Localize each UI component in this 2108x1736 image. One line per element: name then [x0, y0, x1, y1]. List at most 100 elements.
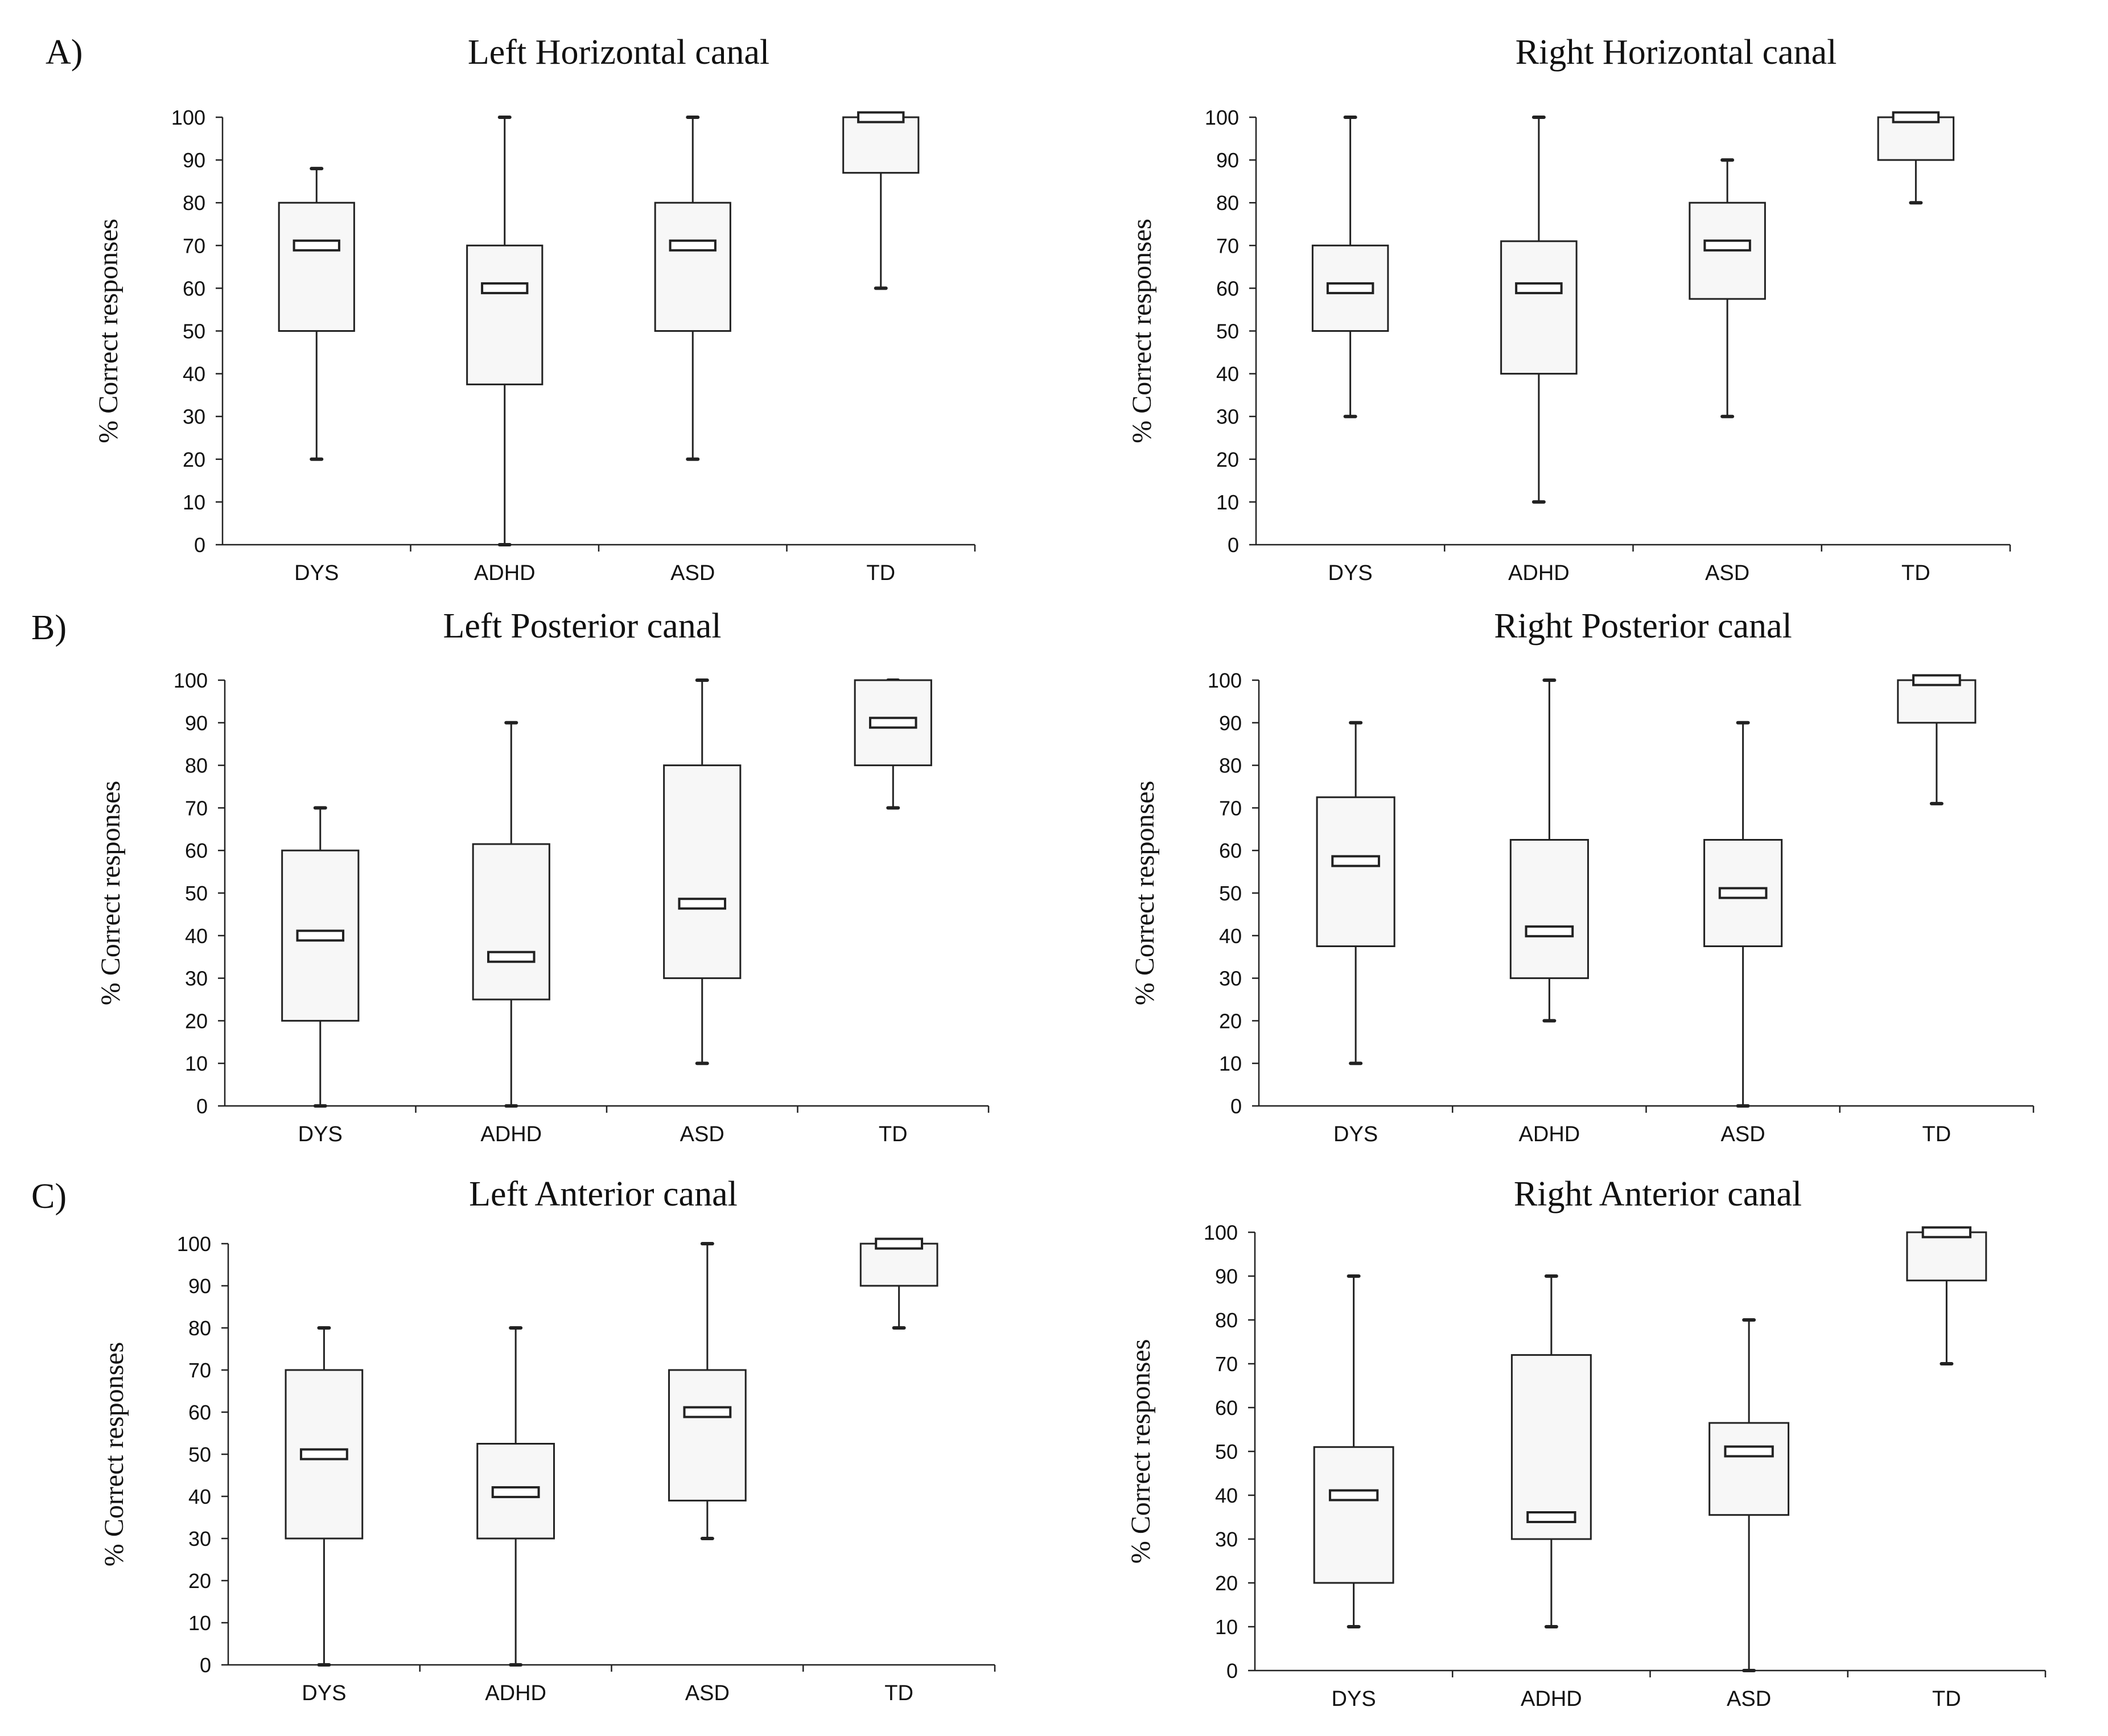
y-tick-label: 60: [1219, 839, 1242, 862]
y-tick-label: 80: [183, 191, 205, 215]
y-tick-label: 20: [183, 448, 205, 471]
y-tick-label: 0: [1230, 1095, 1242, 1118]
y-tick-label: 20: [185, 1009, 208, 1032]
category-label: TD: [1901, 561, 1930, 585]
chart-title: Left Anterior canal: [469, 1175, 738, 1213]
chart-title: Right Horizontal canal: [1516, 33, 1837, 72]
median-marker: [1718, 887, 1768, 899]
y-tick-label: 0: [194, 533, 205, 557]
boxplot-asd: [1689, 158, 1766, 418]
iqr-box: [1313, 1446, 1394, 1584]
y-tick-label: 40: [1219, 924, 1242, 948]
category-label: ADHD: [474, 561, 536, 585]
y-tick-label: 40: [185, 924, 208, 948]
category-label: ASD: [1721, 1122, 1765, 1146]
boxplot-dys: [1316, 721, 1395, 1066]
y-tick-label: 90: [188, 1274, 211, 1298]
y-tick-label: 30: [1219, 967, 1242, 990]
median-marker: [875, 1237, 924, 1250]
y-tick-label: 100: [1208, 669, 1242, 692]
y-tick-label: 70: [188, 1359, 211, 1382]
category-label: DYS: [1332, 1687, 1376, 1711]
boxplot-adhd: [1509, 678, 1589, 1023]
median-marker: [1515, 282, 1563, 294]
category-label: DYS: [294, 561, 339, 585]
y-tick-label: 30: [1215, 1528, 1238, 1551]
chart-1: Left Horizontal canal % Correct responses…: [93, 33, 976, 585]
category-label: ADHD: [1521, 1687, 1582, 1711]
boxplot-adhd: [476, 1326, 555, 1667]
boxplot-dys: [1313, 1274, 1394, 1628]
boxplot-td: [842, 111, 920, 290]
boxplot-dys: [278, 167, 355, 461]
category-label: ASD: [685, 1681, 730, 1705]
y-tick-label: 100: [1205, 106, 1239, 129]
boxplot-td: [1877, 111, 1955, 205]
boxplot-td: [859, 1237, 938, 1330]
y-tick-label: 60: [185, 839, 208, 862]
y-tick-label: 50: [188, 1443, 211, 1466]
chart-3: Left Posterior canal % Correct responses 0…: [96, 607, 990, 1146]
y-tick-label: 50: [1216, 320, 1239, 343]
panel-label-b: B): [31, 608, 67, 647]
boxplot-dys: [281, 806, 360, 1108]
y-tick-label: 0: [1226, 1659, 1238, 1682]
chart-5: Left Anterior canal % Correct responses 0 1…: [99, 1175, 996, 1705]
iqr-box: [1316, 796, 1395, 947]
chart-6: Right Anterior canal % Correct responses 0…: [1126, 1175, 2047, 1711]
category-label: ADHD: [485, 1681, 546, 1705]
y-axis-label: % Correct responses: [96, 781, 126, 1006]
median-marker: [293, 239, 340, 252]
y-tick-label: 80: [188, 1317, 211, 1340]
y-tick-label: 40: [188, 1485, 211, 1508]
median-marker: [1703, 239, 1751, 252]
category-label: ASD: [1727, 1687, 1771, 1711]
y-tick-label: 50: [185, 882, 208, 905]
category-label: TD: [1922, 1122, 1951, 1146]
category-label: TD: [884, 1681, 913, 1705]
category-label: ADHD: [480, 1122, 542, 1146]
y-axis-label: % Correct responses: [1130, 781, 1160, 1006]
boxplot-asd: [1708, 1318, 1790, 1672]
median-marker: [487, 951, 536, 963]
median-marker: [1912, 674, 1961, 686]
median-marker: [1724, 1445, 1774, 1458]
iqr-box: [1500, 240, 1578, 375]
category-label: ADHD: [1508, 561, 1570, 585]
y-tick-label: 40: [1216, 363, 1239, 386]
charts-layer: Left Horizontal canal % Correct responses…: [93, 33, 2047, 1711]
chart-4: Right Posterior canal % Correct responses…: [1130, 607, 2035, 1146]
chart-title: Left Posterior canal: [443, 607, 722, 645]
y-axis-label: % Correct responses: [1126, 1339, 1156, 1564]
y-tick-label: 90: [185, 711, 208, 735]
y-tick-label: 90: [1219, 711, 1242, 735]
category-label: ASD: [1705, 561, 1749, 585]
median-marker: [678, 898, 727, 910]
y-tick-label: 50: [183, 320, 205, 343]
y-tick-label: 40: [1215, 1484, 1238, 1507]
category-label: DYS: [302, 1681, 346, 1705]
median-marker: [1331, 855, 1380, 867]
boxplot-adhd: [466, 116, 544, 546]
y-tick-label: 70: [185, 796, 208, 820]
median-marker: [1892, 111, 1940, 124]
boxplot-asd: [668, 1242, 747, 1540]
y-tick-label: 0: [200, 1653, 211, 1677]
panel-label-c: C): [31, 1177, 67, 1216]
y-tick-label: 90: [183, 149, 205, 172]
boxplot-td: [1897, 674, 1977, 805]
iqr-box: [1708, 1422, 1790, 1516]
iqr-box: [1897, 679, 1977, 724]
category-label: ADHD: [1519, 1122, 1580, 1146]
chart-2: Right Horizontal canal % Correct response…: [1127, 33, 2011, 585]
boxplot-asd: [1703, 721, 1783, 1108]
y-tick-label: 40: [183, 363, 205, 386]
boxplot-asd: [654, 116, 731, 461]
median-marker: [857, 111, 905, 124]
boxplot-adhd: [1500, 116, 1578, 504]
y-tick-label: 30: [188, 1527, 211, 1550]
y-tick-label: 80: [1216, 191, 1239, 215]
y-tick-label: 60: [183, 277, 205, 300]
y-tick-label: 30: [183, 405, 205, 429]
median-marker: [1326, 282, 1374, 294]
